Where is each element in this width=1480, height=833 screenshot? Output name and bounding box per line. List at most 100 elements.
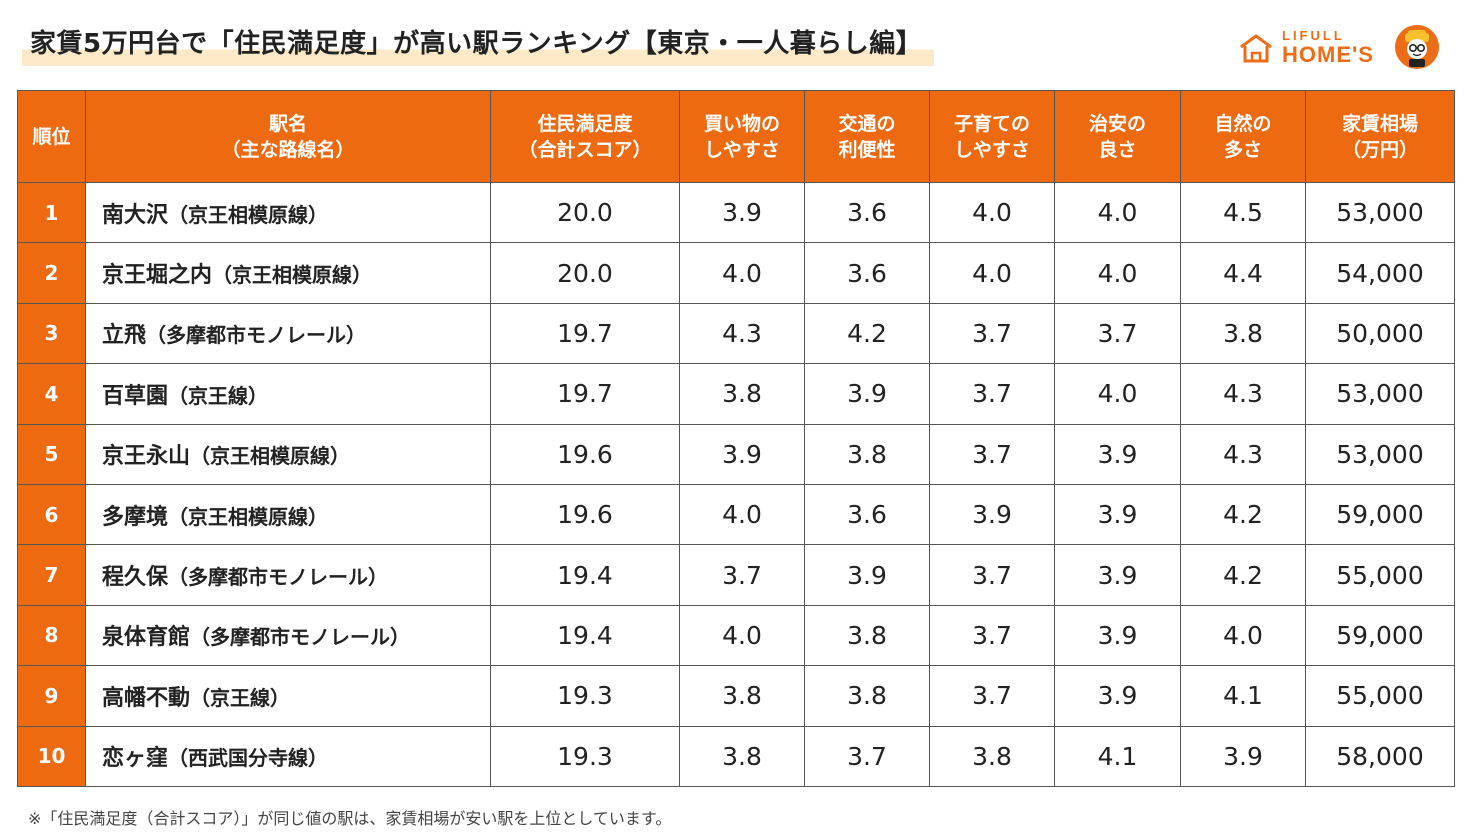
footnote: ※「住民満足度（合計スコア）」が同じ値の駅は、家賃相場が安い駅を上位としています… bbox=[28, 809, 672, 828]
safety-cell: 4.1 bbox=[1054, 725, 1181, 787]
shopping-cell: 4.3 bbox=[679, 302, 805, 365]
station-cell: 高幡不動（京王線） bbox=[85, 665, 491, 727]
rank-cell: 7 bbox=[17, 544, 86, 606]
table-row: 4 百草園（京王線） 19.7 3.8 3.9 3.7 4.0 4.3 53,0… bbox=[17, 363, 1455, 425]
transport-cell: 3.6 bbox=[804, 181, 930, 244]
logo-text-top: LIFULL bbox=[1282, 28, 1345, 43]
station-name: 立飛 bbox=[102, 323, 147, 349]
total-score-cell: 20.0 bbox=[490, 242, 680, 304]
table-row: 2 京王堀之内（京王相模原線） 20.0 4.0 3.6 4.0 4.0 4.4… bbox=[17, 242, 1455, 304]
transport-cell: 3.8 bbox=[804, 423, 930, 485]
station-cell: 京王永山（京王相模原線） bbox=[85, 423, 491, 485]
rent-cell: 55,000 bbox=[1305, 544, 1455, 606]
safety-cell: 3.9 bbox=[1054, 423, 1181, 485]
nature-cell: 4.5 bbox=[1180, 181, 1306, 244]
station-name: 泉体育館 bbox=[102, 625, 191, 651]
logo-text-bottom: HOME'S bbox=[1282, 42, 1374, 67]
station-line: （京王線） bbox=[168, 383, 269, 408]
rent-cell: 53,000 bbox=[1305, 423, 1455, 485]
header-shopping: 買い物の しやすさ bbox=[679, 90, 805, 183]
shopping-cell: 4.0 bbox=[679, 604, 805, 667]
shopping-cell: 4.0 bbox=[679, 483, 805, 546]
shopping-cell: 3.8 bbox=[679, 665, 805, 727]
station-name: 京王永山 bbox=[102, 444, 191, 470]
rent-cell: 59,000 bbox=[1305, 483, 1455, 546]
header-rent: 家賃相場 （万円） bbox=[1305, 90, 1455, 183]
total-score-cell: 19.7 bbox=[490, 363, 680, 425]
station-name: 程久保 bbox=[102, 565, 169, 591]
transport-cell: 3.8 bbox=[804, 665, 930, 727]
station-line: （多摩都市モノレール） bbox=[146, 323, 367, 348]
childcare-cell: 3.7 bbox=[929, 302, 1055, 365]
shopping-cell: 3.9 bbox=[679, 423, 805, 485]
childcare-cell: 3.8 bbox=[929, 725, 1055, 787]
header-nature: 自然の 多さ bbox=[1180, 90, 1306, 183]
safety-cell: 4.0 bbox=[1054, 181, 1181, 244]
transport-cell: 3.6 bbox=[804, 483, 930, 546]
childcare-cell: 3.9 bbox=[929, 483, 1055, 546]
childcare-cell: 3.7 bbox=[929, 604, 1055, 667]
header-childcare: 子育ての しやすさ bbox=[929, 90, 1055, 183]
rank-cell: 5 bbox=[17, 423, 86, 485]
station-line: （京王相模原線） bbox=[212, 263, 373, 288]
table-row: 10 恋ヶ窪（西武国分寺線） 19.3 3.8 3.7 3.8 4.1 3.9 … bbox=[17, 725, 1455, 787]
nature-cell: 4.4 bbox=[1180, 242, 1306, 304]
childcare-cell: 3.7 bbox=[929, 665, 1055, 727]
table-row: 3 立飛（多摩都市モノレール） 19.7 4.3 4.2 3.7 3.7 3.8… bbox=[17, 302, 1455, 365]
shopping-cell: 3.8 bbox=[679, 725, 805, 787]
safety-cell: 3.9 bbox=[1054, 604, 1181, 667]
station-cell: 百草園（京王線） bbox=[85, 363, 491, 425]
station-name: 南大沢 bbox=[102, 202, 169, 228]
nature-cell: 4.2 bbox=[1180, 483, 1306, 546]
rank-cell: 8 bbox=[17, 604, 86, 667]
table-row: 7 程久保（多摩都市モノレール） 19.4 3.7 3.9 3.7 3.9 4.… bbox=[17, 544, 1455, 606]
mascot-icon bbox=[1395, 25, 1439, 69]
page-title: 家賃5万円台で「住民満足度」が高い駅ランキング【東京・一人暮らし編】 bbox=[22, 22, 935, 66]
rent-cell: 53,000 bbox=[1305, 181, 1455, 244]
station-line: （京王相模原線） bbox=[168, 202, 329, 227]
transport-cell: 3.7 bbox=[804, 725, 930, 787]
childcare-cell: 4.0 bbox=[929, 242, 1055, 304]
transport-cell: 3.8 bbox=[804, 604, 930, 667]
total-score-cell: 19.4 bbox=[490, 544, 680, 606]
childcare-cell: 3.7 bbox=[929, 363, 1055, 425]
station-line: （多摩都市モノレール） bbox=[190, 625, 411, 650]
total-score-cell: 20.0 bbox=[490, 181, 680, 244]
nature-cell: 4.0 bbox=[1180, 604, 1306, 667]
shopping-cell: 4.0 bbox=[679, 242, 805, 304]
lifull-homes-logo: LIFULL HOME'S bbox=[1236, 24, 1442, 74]
nature-cell: 4.1 bbox=[1180, 665, 1306, 727]
station-name: 高幡不動 bbox=[102, 685, 191, 711]
rank-cell: 2 bbox=[17, 242, 86, 304]
total-score-cell: 19.6 bbox=[490, 423, 680, 485]
safety-cell: 3.9 bbox=[1054, 483, 1181, 546]
rent-cell: 55,000 bbox=[1305, 665, 1455, 727]
table-row: 5 京王永山（京王相模原線） 19.6 3.9 3.8 3.7 3.9 4.3 … bbox=[17, 423, 1455, 485]
station-line: （西武国分寺線） bbox=[168, 746, 329, 771]
rank-cell: 9 bbox=[17, 665, 86, 727]
rank-cell: 10 bbox=[17, 725, 86, 787]
table-row: 1 南大沢（京王相模原線） 20.0 3.9 3.6 4.0 4.0 4.5 5… bbox=[17, 181, 1455, 244]
transport-cell: 4.2 bbox=[804, 302, 930, 365]
table-row: 6 多摩境（京王相模原線） 19.6 4.0 3.6 3.9 3.9 4.2 5… bbox=[17, 483, 1455, 546]
safety-cell: 3.9 bbox=[1054, 665, 1181, 727]
childcare-cell: 3.7 bbox=[929, 423, 1055, 485]
nature-cell: 3.8 bbox=[1180, 302, 1306, 365]
transport-cell: 3.6 bbox=[804, 242, 930, 304]
total-score-cell: 19.7 bbox=[490, 302, 680, 365]
shopping-cell: 3.7 bbox=[679, 544, 805, 606]
station-name: 京王堀之内 bbox=[102, 263, 213, 289]
shopping-cell: 3.9 bbox=[679, 181, 805, 244]
safety-cell: 4.0 bbox=[1054, 363, 1181, 425]
station-cell: 立飛（多摩都市モノレール） bbox=[85, 302, 491, 365]
header-transport: 交通の 利便性 bbox=[804, 90, 930, 183]
childcare-cell: 3.7 bbox=[929, 544, 1055, 606]
total-score-cell: 19.3 bbox=[490, 665, 680, 727]
station-name: 百草園 bbox=[102, 383, 169, 409]
station-cell: 多摩境（京王相模原線） bbox=[85, 483, 491, 546]
rent-cell: 54,000 bbox=[1305, 242, 1455, 304]
header-safety: 治安の 良さ bbox=[1054, 90, 1181, 183]
rent-cell: 58,000 bbox=[1305, 725, 1455, 787]
station-name: 恋ヶ窪 bbox=[102, 746, 169, 772]
nature-cell: 4.2 bbox=[1180, 544, 1306, 606]
